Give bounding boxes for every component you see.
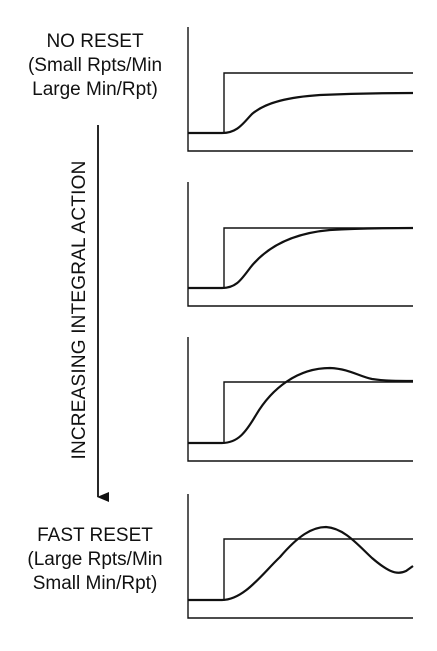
process-response-curve	[188, 91, 414, 135]
no-reset-units-line1: (Small Rpts/Min	[27, 55, 163, 76]
no-reset-units-line2: Large Min/Rpt)	[32, 79, 158, 100]
panel-fast-reset	[187, 494, 414, 619]
panel-axes	[187, 182, 413, 307]
fast-reset-units-line1: (Large Rpts/Min	[27, 549, 163, 570]
setpoint-step-line	[188, 72, 413, 134]
process-response-curve	[188, 525, 414, 602]
setpoint-step-line	[188, 381, 413, 444]
fast-reset-label: FAST RESET (Large Rpts/Min Small Min/Rpt…	[0, 524, 190, 596]
fast-reset-title: FAST RESET	[37, 525, 153, 546]
panel-increased-reset	[187, 337, 414, 462]
panel-axes	[187, 494, 413, 619]
no-reset-label: NO RESET (Small Rpts/Min Large Min/Rpt)	[0, 30, 190, 102]
setpoint-step-line	[188, 538, 413, 601]
panel-axes	[187, 337, 413, 462]
setpoint-step-line	[188, 227, 413, 289]
panel-axes	[187, 27, 413, 152]
process-response-curve	[188, 366, 414, 445]
process-response-curve	[188, 226, 414, 290]
no-reset-title: NO RESET	[46, 31, 144, 52]
panel-no-reset	[187, 27, 414, 152]
panel-moderate-reset	[187, 182, 414, 307]
fast-reset-units-line2: Small Min/Rpt)	[32, 573, 158, 594]
